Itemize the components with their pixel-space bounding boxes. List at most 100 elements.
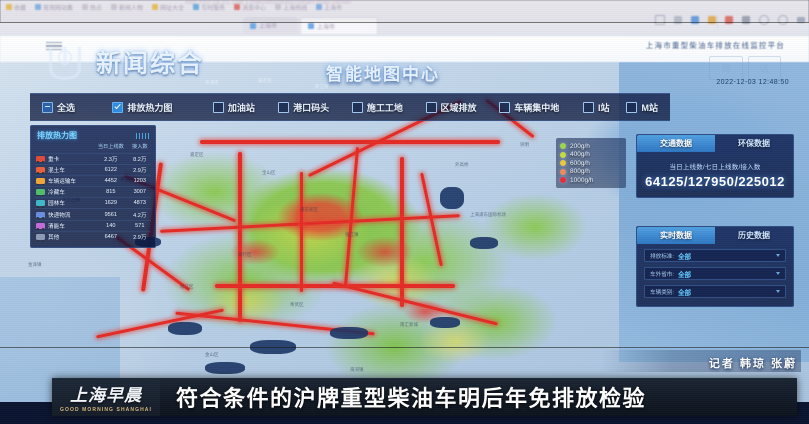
stats-panel-tabs[interactable]: 交通数据 环保数据 [637,135,793,152]
bookmark-item[interactable]: 上海热线 [275,3,307,12]
table-row[interactable]: 混土车 6122 2.9万 [35,163,151,176]
grid-icon[interactable] [742,16,750,24]
address-bar-ghost[interactable]: http://10.14.21.188:12080/ess/static/sma… [185,0,352,6]
query-tab-inactive[interactable]: 历史数据 [738,231,770,240]
vehicle-type-cell: 快递物流 [35,208,93,221]
connected-count-cell: 8.2万 [128,152,151,165]
checkbox-icon[interactable] [278,101,290,113]
stats-tab-active[interactable]: 交通数据 [637,135,715,152]
filter-layer-5[interactable]: 区域排放 [425,101,500,114]
bookmark-label: 网址大全 [160,5,185,12]
query-panel: 实时数据 历史数据 排放标准: 全部 车外省市: 全部 车辆类别: 全部 [636,226,794,307]
filter-dropdown[interactable]: 排放标准: 全部 [644,249,786,262]
filter-layer-2[interactable]: 加油站 [212,101,278,114]
bookmark-item[interactable]: 新闻人物 [111,3,143,12]
stat-value: 64125/127950/225012 [645,174,785,189]
shield-icon[interactable] [708,16,716,24]
query-panel-tabs[interactable]: 实时数据 历史数据 [637,227,793,244]
map-place-label: 松江区 [180,284,194,289]
stats-tab-inactive[interactable]: 环保数据 [738,139,770,148]
table-row[interactable]: 快递物流 9561 4.2万 [35,208,151,221]
table-row[interactable]: 园林车 1629 4873 [35,197,151,209]
bookmark-favicon-icon [316,4,323,10]
vehicle-icon [36,155,45,163]
signal-bars-icon [135,132,149,139]
filter-layer-6[interactable]: 车辆集中地 [499,101,583,114]
menu-icon[interactable] [797,17,805,23]
chevron-down-icon[interactable] [776,272,780,275]
bookmarks-bar[interactable]: 收藏 常用网站集 热点 新闻人物 网址大全 写时服务 消息中心 上海热线 上海市 [0,0,809,14]
filter-layer-7[interactable]: I站 [582,101,627,114]
checkbox-icon[interactable] [351,101,363,113]
filter-layer-4[interactable]: 施工工地 [351,101,426,114]
bookmark-item[interactable]: 收藏 [6,3,26,12]
page-menu-icon[interactable] [46,40,62,52]
filter-select-all[interactable]: 全选 [30,101,112,114]
table-row[interactable]: 清能车 140 571 [35,219,151,232]
vehicle-name: 重卡 [48,156,60,163]
legend-color-swatch [560,177,566,183]
bookmark-favicon-icon [111,4,118,10]
checkbox-icon[interactable] [582,101,594,113]
bookmark-item[interactable]: 常用网站集 [35,3,73,12]
browser-toolbar-icons[interactable] [655,15,805,25]
table-row[interactable]: 车辆运输车 4452 1203 [35,174,151,187]
bookmark-item[interactable]: 写时服务 [193,3,225,12]
bookmark-item[interactable]: 消息中心 [234,3,266,12]
bookmark-favicon-icon [35,4,42,10]
tab-strip[interactable]: 上海市 上海市 [0,14,809,36]
vehicle-icon [36,166,45,174]
checkbox-icon[interactable] [212,101,224,113]
bookmark-item[interactable]: 上海市 [316,3,342,12]
road-corridor [200,140,500,144]
megaphone-icon[interactable] [725,16,733,24]
blue-square-icon[interactable] [691,16,699,24]
map-place-label: 闵行区 [238,252,252,257]
table-row[interactable]: 重卡 2.3万 8.2万 [35,152,151,165]
connected-count-cell: 4.2万 [128,208,151,221]
vehicle-name: 快递物流 [48,212,71,219]
query-filters[interactable]: 排放标准: 全部 车外省市: 全部 车辆类别: 全部 [637,249,793,298]
chevron-down-icon[interactable] [776,254,780,257]
window-icon[interactable] [655,15,665,25]
map-place-label: 南汇新城 [400,322,418,327]
vehicle-icon [36,233,45,242]
filter-layer-1[interactable]: 排放热力图 [112,101,212,114]
browser-tab-2[interactable]: 上海市 [300,17,378,34]
refresh-icon[interactable] [778,15,788,25]
filter-dropdown[interactable]: 车辆类别: 全部 [644,285,786,298]
legend-item: 1000g/h [560,177,622,184]
online-count-cell: 9561 [93,208,129,221]
checkbox-icon[interactable] [626,101,638,113]
vehicle-name: 其他 [48,234,60,241]
vehicle-type-cell: 重卡 [35,152,93,165]
water-patch [440,187,464,209]
bookmark-item[interactable]: 网址大全 [152,3,184,12]
settings-icon[interactable] [759,15,769,25]
table-row[interactable]: 冷藏车 815 3007 [35,186,151,198]
scissors-icon[interactable] [674,16,682,24]
filter-dropdown[interactable]: 车外省市: 全部 [644,267,786,280]
filter-layer-8[interactable]: M站 [626,101,670,114]
chevron-down-icon[interactable] [776,290,780,293]
table-row[interactable]: 其他 6467 2.9万 [35,230,151,242]
connected-count-cell: 4873 [128,197,151,209]
map-place-label: 金泽镇 [28,262,42,267]
checkbox-icon[interactable] [499,101,511,113]
browser-tab-1[interactable]: 上海市 [243,17,298,34]
bookmark-item[interactable]: 热点 [82,3,102,12]
map-place-label: 嘉定南 [258,78,272,83]
water-patch [430,317,460,328]
filter-layer-3[interactable]: 港口码头 [278,101,352,114]
map-place-label: 青浦南 [205,80,219,85]
filter-label: I站 [597,102,610,113]
query-tab-active[interactable]: 实时数据 [637,227,715,244]
vehicle-icon [36,200,45,208]
bookmark-label: 消息中心 [242,5,267,12]
dropdown-value: 全部 [677,271,692,279]
layer-filter-bar[interactable]: 全选 排放热力图 加油站 港口码头 施工工地 区域排放 车辆集中地 I站 M站 [30,93,670,121]
legend-label: 600g/h [570,159,590,167]
checkbox-icon[interactable] [42,101,53,113]
checkbox-icon[interactable] [112,101,124,113]
checkbox-icon[interactable] [425,101,437,113]
